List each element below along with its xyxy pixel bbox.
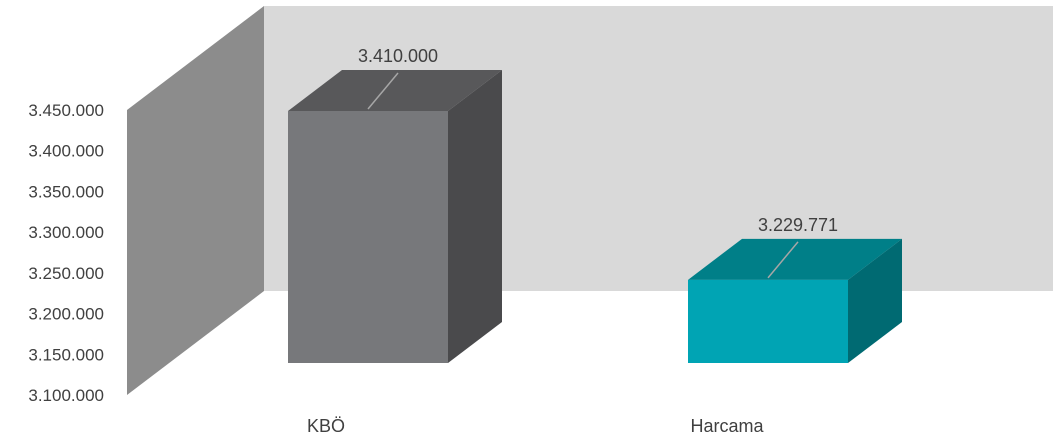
y-tick-label: 3.100.000 <box>28 386 104 405</box>
chart-side-wall <box>127 6 264 395</box>
data-label: 3.229.771 <box>758 215 838 235</box>
x-axis: KBÖ Harcama <box>307 416 765 436</box>
x-tick-label: KBÖ <box>307 416 345 436</box>
data-labels: 3.410.000 3.229.771 <box>358 46 838 279</box>
bar-side-2 <box>848 238 902 363</box>
bar-1 <box>288 111 448 363</box>
y-tick-label: 3.450.000 <box>28 101 104 120</box>
data-label-leader <box>767 241 799 279</box>
y-axis: 3.100.000 3.150.000 3.200.000 3.250.000 3.30… <box>28 101 104 405</box>
bar-top-2 <box>688 238 902 280</box>
y-tick-label: 3.200.000 <box>28 305 104 324</box>
bar-top-1 <box>288 70 502 111</box>
data-label: 3.410.000 <box>358 46 438 66</box>
y-tick-label: 3.300.000 <box>28 223 104 242</box>
y-tick-label: 3.150.000 <box>28 345 104 364</box>
y-tick-label: 3.350.000 <box>28 182 104 201</box>
bar-2 <box>688 279 848 363</box>
bar-series <box>288 70 902 363</box>
y-tick-label: 3.400.000 <box>28 142 104 161</box>
x-tick-label: Harcama <box>690 416 764 436</box>
bar-side-1 <box>448 70 502 363</box>
y-tick-label: 3.250.000 <box>28 264 104 283</box>
data-label-leader <box>367 72 399 110</box>
